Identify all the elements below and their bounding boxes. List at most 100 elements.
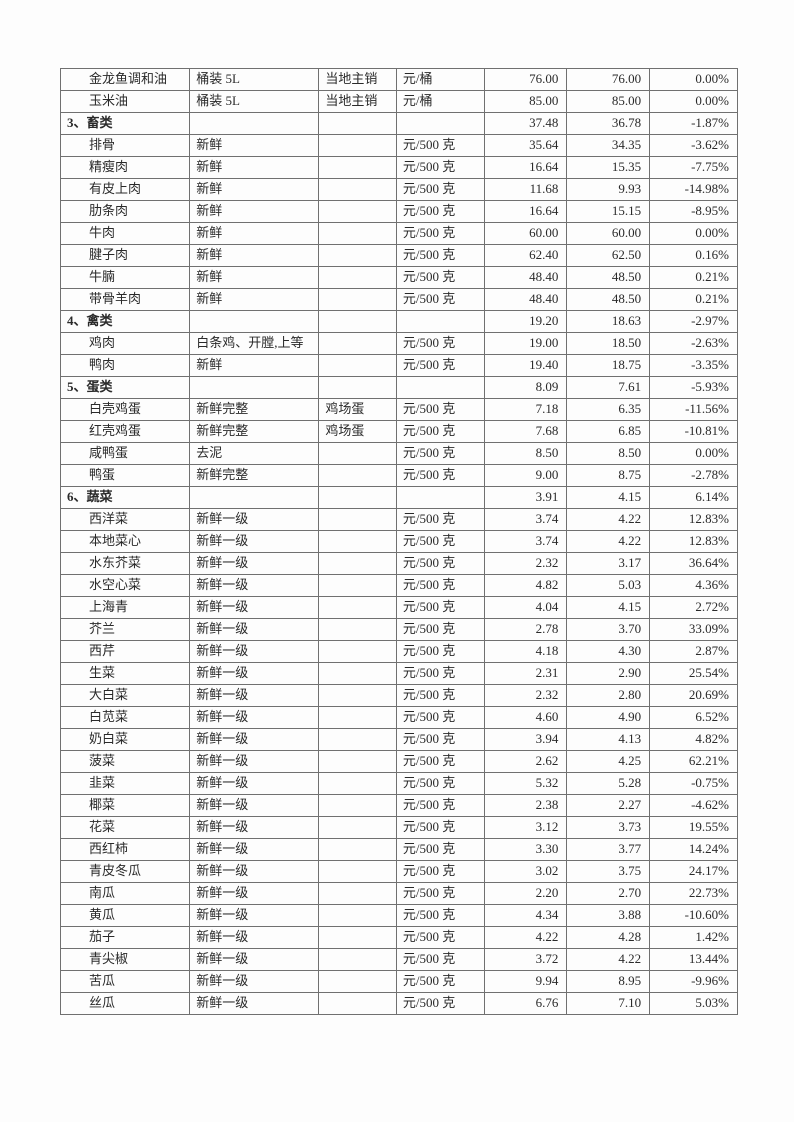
col-val2: 18.75 bbox=[567, 355, 650, 377]
col-val2: 8.95 bbox=[567, 971, 650, 993]
col-source bbox=[319, 487, 397, 509]
col-unit: 元/500 克 bbox=[396, 795, 484, 817]
table-row: 白苋菜新鲜一级元/500 克4.604.906.52% bbox=[61, 707, 738, 729]
col-val1: 48.40 bbox=[484, 267, 567, 289]
col-val1: 19.40 bbox=[484, 355, 567, 377]
col-name: 金龙鱼调和油 bbox=[61, 69, 190, 91]
col-source bbox=[319, 619, 397, 641]
col-pct: 0.00% bbox=[650, 223, 738, 245]
col-spec: 新鲜一级 bbox=[190, 971, 319, 993]
col-val1: 2.32 bbox=[484, 553, 567, 575]
col-pct: -10.81% bbox=[650, 421, 738, 443]
col-source bbox=[319, 201, 397, 223]
col-unit: 元/500 克 bbox=[396, 509, 484, 531]
col-unit: 元/500 克 bbox=[396, 619, 484, 641]
col-val2: 85.00 bbox=[567, 91, 650, 113]
col-source: 当地主销 bbox=[319, 91, 397, 113]
col-val2: 2.90 bbox=[567, 663, 650, 685]
col-unit: 元/500 克 bbox=[396, 465, 484, 487]
table-row: 红壳鸡蛋新鲜完整鸡场蛋元/500 克7.686.85-10.81% bbox=[61, 421, 738, 443]
col-spec bbox=[190, 377, 319, 399]
col-pct: -14.98% bbox=[650, 179, 738, 201]
col-val1: 9.94 bbox=[484, 971, 567, 993]
col-spec: 新鲜一级 bbox=[190, 861, 319, 883]
col-source bbox=[319, 597, 397, 619]
col-source bbox=[319, 663, 397, 685]
col-unit: 元/500 克 bbox=[396, 971, 484, 993]
col-pct: 13.44% bbox=[650, 949, 738, 971]
col-val2: 5.03 bbox=[567, 575, 650, 597]
col-name: 牛腩 bbox=[61, 267, 190, 289]
col-val2: 6.85 bbox=[567, 421, 650, 443]
col-val1: 7.18 bbox=[484, 399, 567, 421]
col-unit: 元/500 克 bbox=[396, 179, 484, 201]
col-unit: 元/500 克 bbox=[396, 223, 484, 245]
table-row: 菠菜新鲜一级元/500 克2.624.2562.21% bbox=[61, 751, 738, 773]
col-spec: 新鲜一级 bbox=[190, 685, 319, 707]
col-val1: 62.40 bbox=[484, 245, 567, 267]
col-val2: 36.78 bbox=[567, 113, 650, 135]
col-pct: -7.75% bbox=[650, 157, 738, 179]
col-unit: 元/500 克 bbox=[396, 861, 484, 883]
col-name: 鸭蛋 bbox=[61, 465, 190, 487]
col-source bbox=[319, 223, 397, 245]
col-spec: 新鲜一级 bbox=[190, 663, 319, 685]
col-val2: 76.00 bbox=[567, 69, 650, 91]
col-val1: 35.64 bbox=[484, 135, 567, 157]
col-pct: 0.16% bbox=[650, 245, 738, 267]
col-val1: 85.00 bbox=[484, 91, 567, 113]
col-source bbox=[319, 267, 397, 289]
col-unit: 元/500 克 bbox=[396, 993, 484, 1015]
col-name: 黄瓜 bbox=[61, 905, 190, 927]
col-pct: -1.87% bbox=[650, 113, 738, 135]
col-spec: 白条鸡、开膛,上等 bbox=[190, 333, 319, 355]
col-val1: 4.04 bbox=[484, 597, 567, 619]
col-unit: 元/500 克 bbox=[396, 641, 484, 663]
table-row: 5、蛋类8.097.61-5.93% bbox=[61, 377, 738, 399]
col-val2: 4.15 bbox=[567, 597, 650, 619]
col-name: 丝瓜 bbox=[61, 993, 190, 1015]
col-unit: 元/500 克 bbox=[396, 751, 484, 773]
col-val1: 3.74 bbox=[484, 509, 567, 531]
table-row: 金龙鱼调和油桶装 5L当地主销元/桶76.0076.000.00% bbox=[61, 69, 738, 91]
col-source bbox=[319, 795, 397, 817]
table-row: 西红柿新鲜一级元/500 克3.303.7714.24% bbox=[61, 839, 738, 861]
col-val2: 5.28 bbox=[567, 773, 650, 795]
col-pct: 62.21% bbox=[650, 751, 738, 773]
col-name: 肋条肉 bbox=[61, 201, 190, 223]
table-row: 芥兰新鲜一级元/500 克2.783.7033.09% bbox=[61, 619, 738, 641]
col-unit: 元/500 克 bbox=[396, 597, 484, 619]
col-spec: 新鲜一级 bbox=[190, 817, 319, 839]
col-pct: -5.93% bbox=[650, 377, 738, 399]
col-spec: 新鲜一级 bbox=[190, 597, 319, 619]
col-name: 4、禽类 bbox=[61, 311, 190, 333]
col-source: 鸡场蛋 bbox=[319, 421, 397, 443]
table-row: 白壳鸡蛋新鲜完整鸡场蛋元/500 克7.186.35-11.56% bbox=[61, 399, 738, 421]
col-spec: 新鲜 bbox=[190, 179, 319, 201]
col-unit: 元/桶 bbox=[396, 91, 484, 113]
table-row: 丝瓜新鲜一级元/500 克6.767.105.03% bbox=[61, 993, 738, 1015]
col-val2: 34.35 bbox=[567, 135, 650, 157]
col-spec: 新鲜一级 bbox=[190, 751, 319, 773]
table-row: 水空心菜新鲜一级元/500 克4.825.034.36% bbox=[61, 575, 738, 597]
col-unit: 元/桶 bbox=[396, 69, 484, 91]
col-pct: 19.55% bbox=[650, 817, 738, 839]
col-unit: 元/500 克 bbox=[396, 707, 484, 729]
col-name: 西芹 bbox=[61, 641, 190, 663]
col-pct: 2.72% bbox=[650, 597, 738, 619]
col-name: 大白菜 bbox=[61, 685, 190, 707]
price-table: 金龙鱼调和油桶装 5L当地主销元/桶76.0076.000.00%玉米油桶装 5… bbox=[60, 68, 738, 1015]
col-name: 生菜 bbox=[61, 663, 190, 685]
table-row: 3、畜类37.4836.78-1.87% bbox=[61, 113, 738, 135]
col-val2: 3.88 bbox=[567, 905, 650, 927]
col-pct: 2.87% bbox=[650, 641, 738, 663]
col-name: 椰菜 bbox=[61, 795, 190, 817]
col-spec: 新鲜 bbox=[190, 355, 319, 377]
col-name: 3、畜类 bbox=[61, 113, 190, 135]
col-unit: 元/500 克 bbox=[396, 355, 484, 377]
col-unit: 元/500 克 bbox=[396, 157, 484, 179]
col-val2: 2.80 bbox=[567, 685, 650, 707]
col-name: 茄子 bbox=[61, 927, 190, 949]
col-name: 有皮上肉 bbox=[61, 179, 190, 201]
col-source bbox=[319, 575, 397, 597]
